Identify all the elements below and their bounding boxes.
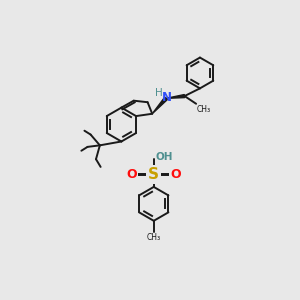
Text: OH: OH <box>155 152 173 162</box>
Text: N: N <box>162 91 172 104</box>
Text: CH₃: CH₃ <box>197 104 211 113</box>
Text: S: S <box>148 167 159 182</box>
Text: H: H <box>155 88 163 98</box>
Text: O: O <box>171 168 182 181</box>
Text: CH₃: CH₃ <box>147 233 161 242</box>
Polygon shape <box>152 97 167 114</box>
Text: O: O <box>126 168 137 181</box>
Polygon shape <box>166 94 185 98</box>
